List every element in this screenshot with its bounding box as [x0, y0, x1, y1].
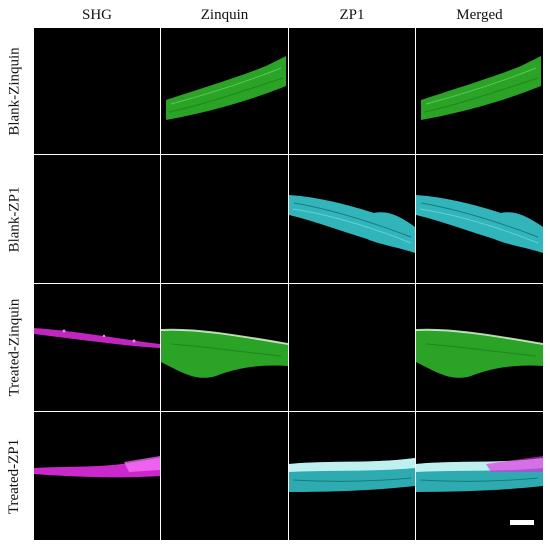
row-label-text: Treated-ZP1: [6, 438, 23, 514]
column-header-zinquin: Zinquin: [200, 7, 249, 23]
column-header-shg: SHG: [81, 7, 112, 23]
row-label-treated-zinquin: Treated-Zinquin: [0, 284, 30, 411]
panel-blank-zp1-merged: [416, 155, 543, 283]
panel-treated-zinquin-zp1: [289, 284, 415, 411]
panel-treated-zp1-zp1: [289, 412, 415, 540]
panel-blank-zinquin-shg: [34, 28, 160, 154]
panel-blank-zinquin-zp1: [289, 28, 415, 154]
panel-blank-zp1-zinquin: [161, 155, 288, 283]
row-label-text: Treated-Zinquin: [6, 298, 23, 397]
column-header-zp1: ZP1: [339, 7, 365, 23]
panel-treated-zinquin-shg: [34, 284, 160, 411]
column-header-merged: Merged: [456, 7, 503, 23]
panel-blank-zp1-shg: [34, 155, 160, 283]
row-label-text: Blank-Zinquin: [6, 46, 23, 136]
scale-bar: [510, 520, 534, 525]
panel-blank-zinquin-merged: [416, 28, 543, 154]
row-label-treated-zp1: Treated-ZP1: [0, 412, 30, 540]
row-label-blank-zp1: Blank-ZP1: [0, 155, 30, 283]
row-label-text: Blank-ZP1: [6, 186, 23, 252]
panel-treated-zinquin-merged: [416, 284, 543, 411]
panel-treated-zinquin-zinquin: [161, 284, 288, 411]
panel-blank-zp1-zp1: [289, 155, 415, 283]
row-label-blank-zinquin: Blank-Zinquin: [0, 28, 30, 154]
panel-treated-zp1-zinquin: [161, 412, 288, 540]
panel-treated-zp1-shg: [34, 412, 160, 540]
panel-treated-zp1-merged: [416, 412, 543, 540]
panel-blank-zinquin-zinquin: [161, 28, 288, 154]
